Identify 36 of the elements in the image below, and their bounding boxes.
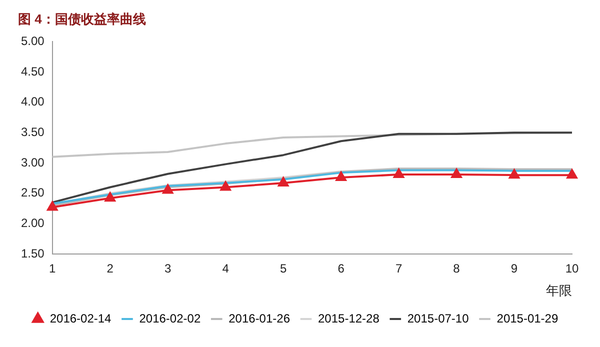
point [162,184,174,194]
point [104,192,116,202]
point [220,181,231,191]
point [566,169,578,179]
legend-label: 2016-02-14 [50,311,112,326]
y-tick-label: 2.00 [20,216,45,230]
y-tick-label: 2.50 [20,186,45,200]
point [47,201,58,211]
y-tick-label: 4.50 [20,64,45,78]
point [278,177,289,186]
point [451,168,462,178]
x-tick-label: 6 [338,262,345,276]
y-tick-label: 4.00 [20,94,45,109]
x-tick-label: 10 [565,262,579,276]
chart-title: 图 4：国债收益率曲线 [18,11,146,26]
x-tick-label: 2 [106,262,114,276]
x-tick-label: 3 [164,262,172,276]
x-tick-label: 4 [222,262,230,276]
legend-label: 2015-12-28 [318,311,380,326]
legend-label: 2016-01-26 [228,311,290,326]
x-tick-label: 5 [280,262,287,276]
y-tick-label: 1.50 [20,246,45,260]
legend-label: 2015-01-29 [496,311,558,326]
legend-label: 2016-02-02 [139,311,201,326]
x-tick-label: 8 [453,262,460,276]
legend-label: 2015-07-10 [407,311,470,326]
point [393,168,404,178]
y-tick-label: 5.00 [20,34,45,48]
x-axis-title: 年限 [546,282,572,298]
point [508,169,520,179]
x-tick-label: 9 [510,262,518,276]
y-tick-label: 3.00 [20,155,45,170]
y-tick-label: 3.50 [20,124,45,139]
point [336,172,346,182]
x-tick-label: 1 [49,262,56,276]
x-tick-label: 7 [395,262,402,276]
